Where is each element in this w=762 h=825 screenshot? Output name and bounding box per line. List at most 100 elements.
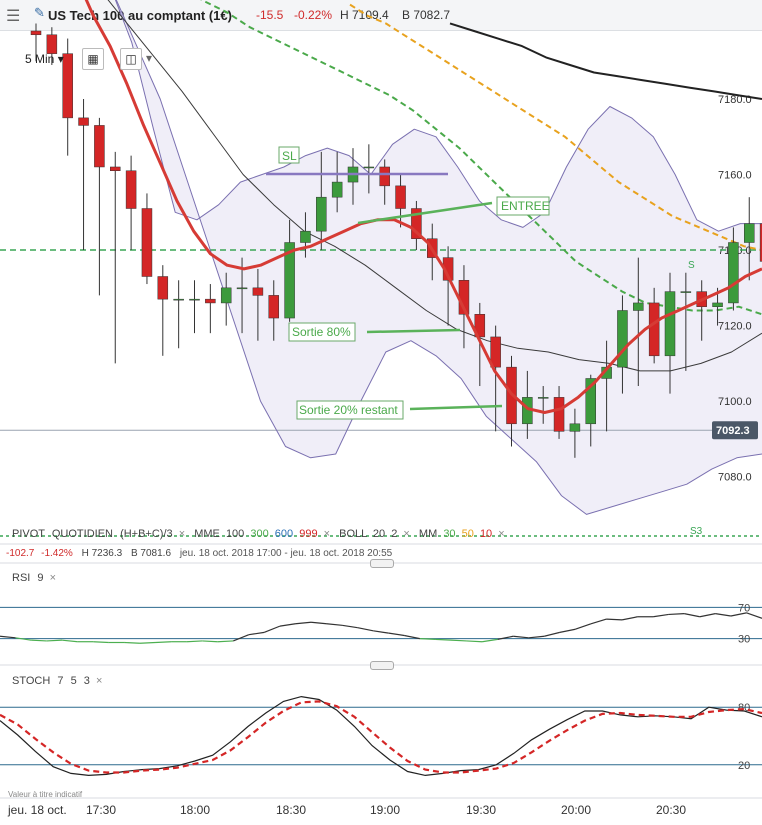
rsi-segment — [295, 621, 312, 625]
candle-body — [379, 166, 390, 187]
pencil-icon[interactable]: ✎ — [34, 5, 45, 20]
rsi-segment — [746, 612, 762, 619]
current-price-tag — [712, 421, 758, 440]
candle-body — [680, 291, 692, 293]
y-tick-label: 7160.0 — [718, 170, 752, 182]
rsi-period: 9 — [37, 572, 44, 584]
candle-body — [537, 397, 549, 399]
stats-high: H 7236.3 — [81, 548, 123, 559]
rsi-segment — [668, 613, 685, 616]
mme-label[interactable]: MME — [194, 528, 220, 540]
candle-body — [78, 117, 89, 126]
stats-range: jeu. 18 oct. 2018 17:00 - jeu. 18 oct. 2… — [179, 548, 393, 559]
candle-body — [474, 314, 486, 338]
rsi-segment — [310, 621, 327, 625]
stoch-level-label: 20 — [738, 760, 750, 772]
rsi-label[interactable]: RSI — [12, 572, 31, 584]
y-tick-label: 7080.0 — [718, 472, 752, 484]
candle-body — [490, 336, 501, 368]
rsi-segment — [0, 635, 16, 639]
candle-body — [712, 302, 723, 307]
candle-body — [569, 423, 581, 432]
rsi-segment — [606, 618, 623, 621]
calculator-icon[interactable]: ▦ — [82, 48, 104, 70]
entree-label: ENTREE — [501, 199, 550, 213]
rsi-segment — [373, 630, 389, 634]
rsi-segment — [326, 623, 343, 626]
rsi-segment — [575, 623, 592, 630]
candle-body — [252, 287, 264, 296]
rsi-segment — [388, 632, 405, 637]
mme-300-line — [200, 0, 762, 316]
boll-label[interactable]: BOLL — [339, 528, 367, 540]
close-stoch-icon[interactable]: × — [95, 675, 103, 687]
mm-line — [107, 0, 762, 372]
mm-label[interactable]: MM — [418, 528, 438, 540]
stoch-label[interactable]: STOCH — [12, 675, 51, 687]
candle-body — [648, 302, 660, 357]
stoch-k-line — [0, 695, 762, 777]
mme-100-line — [84, 0, 762, 414]
rsi-segment — [279, 623, 296, 627]
candle-body — [728, 242, 739, 304]
mm-period-30: 30 — [443, 528, 456, 540]
candle-body — [585, 378, 596, 425]
pane-resize-handle[interactable] — [370, 559, 394, 568]
stoch-param-3: 3 — [83, 675, 90, 687]
rsi-segment — [264, 625, 281, 633]
close-pivot-icon[interactable]: × — [178, 528, 186, 540]
boll-period: 20 — [372, 528, 386, 540]
x-tick-label: 17:30 — [86, 803, 116, 817]
bollinger-upper-line — [114, 0, 762, 232]
stats-low: B 7081.6 — [130, 548, 172, 559]
stoch-d-line — [0, 700, 762, 774]
pivot-label[interactable]: PIVOT — [12, 528, 45, 540]
entree-box — [496, 196, 550, 216]
rsi-segment — [186, 640, 203, 643]
candle-body — [125, 170, 137, 209]
sortie20-label: Sortie 20% restant — [299, 403, 398, 417]
rsi-legend: RSI 9 × — [12, 572, 56, 584]
rsi-segment — [15, 637, 32, 641]
layout-icon[interactable]: ◫ — [120, 48, 142, 70]
candle-body — [316, 196, 327, 232]
rsi-segment — [342, 624, 358, 629]
candle-body — [331, 181, 343, 198]
rsi-segment — [62, 639, 78, 643]
rsi-segment — [202, 640, 218, 643]
candle-body — [411, 208, 422, 239]
price-change-pct: -0.22% — [294, 8, 333, 22]
pane-resize-handle[interactable] — [370, 661, 394, 670]
close-mme-icon[interactable]: × — [323, 528, 331, 540]
candle-body — [664, 291, 676, 357]
sortie80-box — [288, 322, 356, 342]
close-mm-icon[interactable]: × — [498, 528, 505, 540]
sortie80-line — [366, 328, 461, 334]
candle-body — [617, 310, 628, 368]
mme-period-600: 600 — [274, 528, 294, 540]
candle-body — [173, 298, 184, 301]
candle-body — [236, 287, 248, 290]
close-rsi-icon[interactable]: × — [49, 572, 57, 584]
candle-body — [284, 242, 295, 319]
rsi-segment — [730, 612, 747, 617]
rsi-segment — [357, 627, 374, 632]
rsi-level-label: 70 — [738, 602, 750, 614]
layout-caret-icon[interactable]: ▾ — [146, 51, 153, 65]
rsi-segment — [248, 631, 265, 636]
close-boll-icon[interactable]: × — [403, 528, 410, 540]
s-label: S — [688, 260, 695, 271]
candle-body — [268, 295, 279, 319]
sortie20-box — [296, 400, 404, 420]
candle-body — [110, 166, 121, 171]
y-tick-label: 7100.0 — [718, 396, 752, 408]
timeframe-label: 5 Min — [25, 52, 55, 66]
hamburger-icon[interactable]: ☰ — [6, 8, 21, 25]
timeframe-select[interactable]: 5 Min ▾ — [25, 52, 64, 66]
x-tick-label: 19:30 — [466, 803, 496, 817]
rsi-segment — [217, 640, 234, 643]
rsi-segment — [715, 613, 731, 617]
x-tick-label: 18:30 — [276, 803, 306, 817]
candle-body — [46, 34, 58, 54]
